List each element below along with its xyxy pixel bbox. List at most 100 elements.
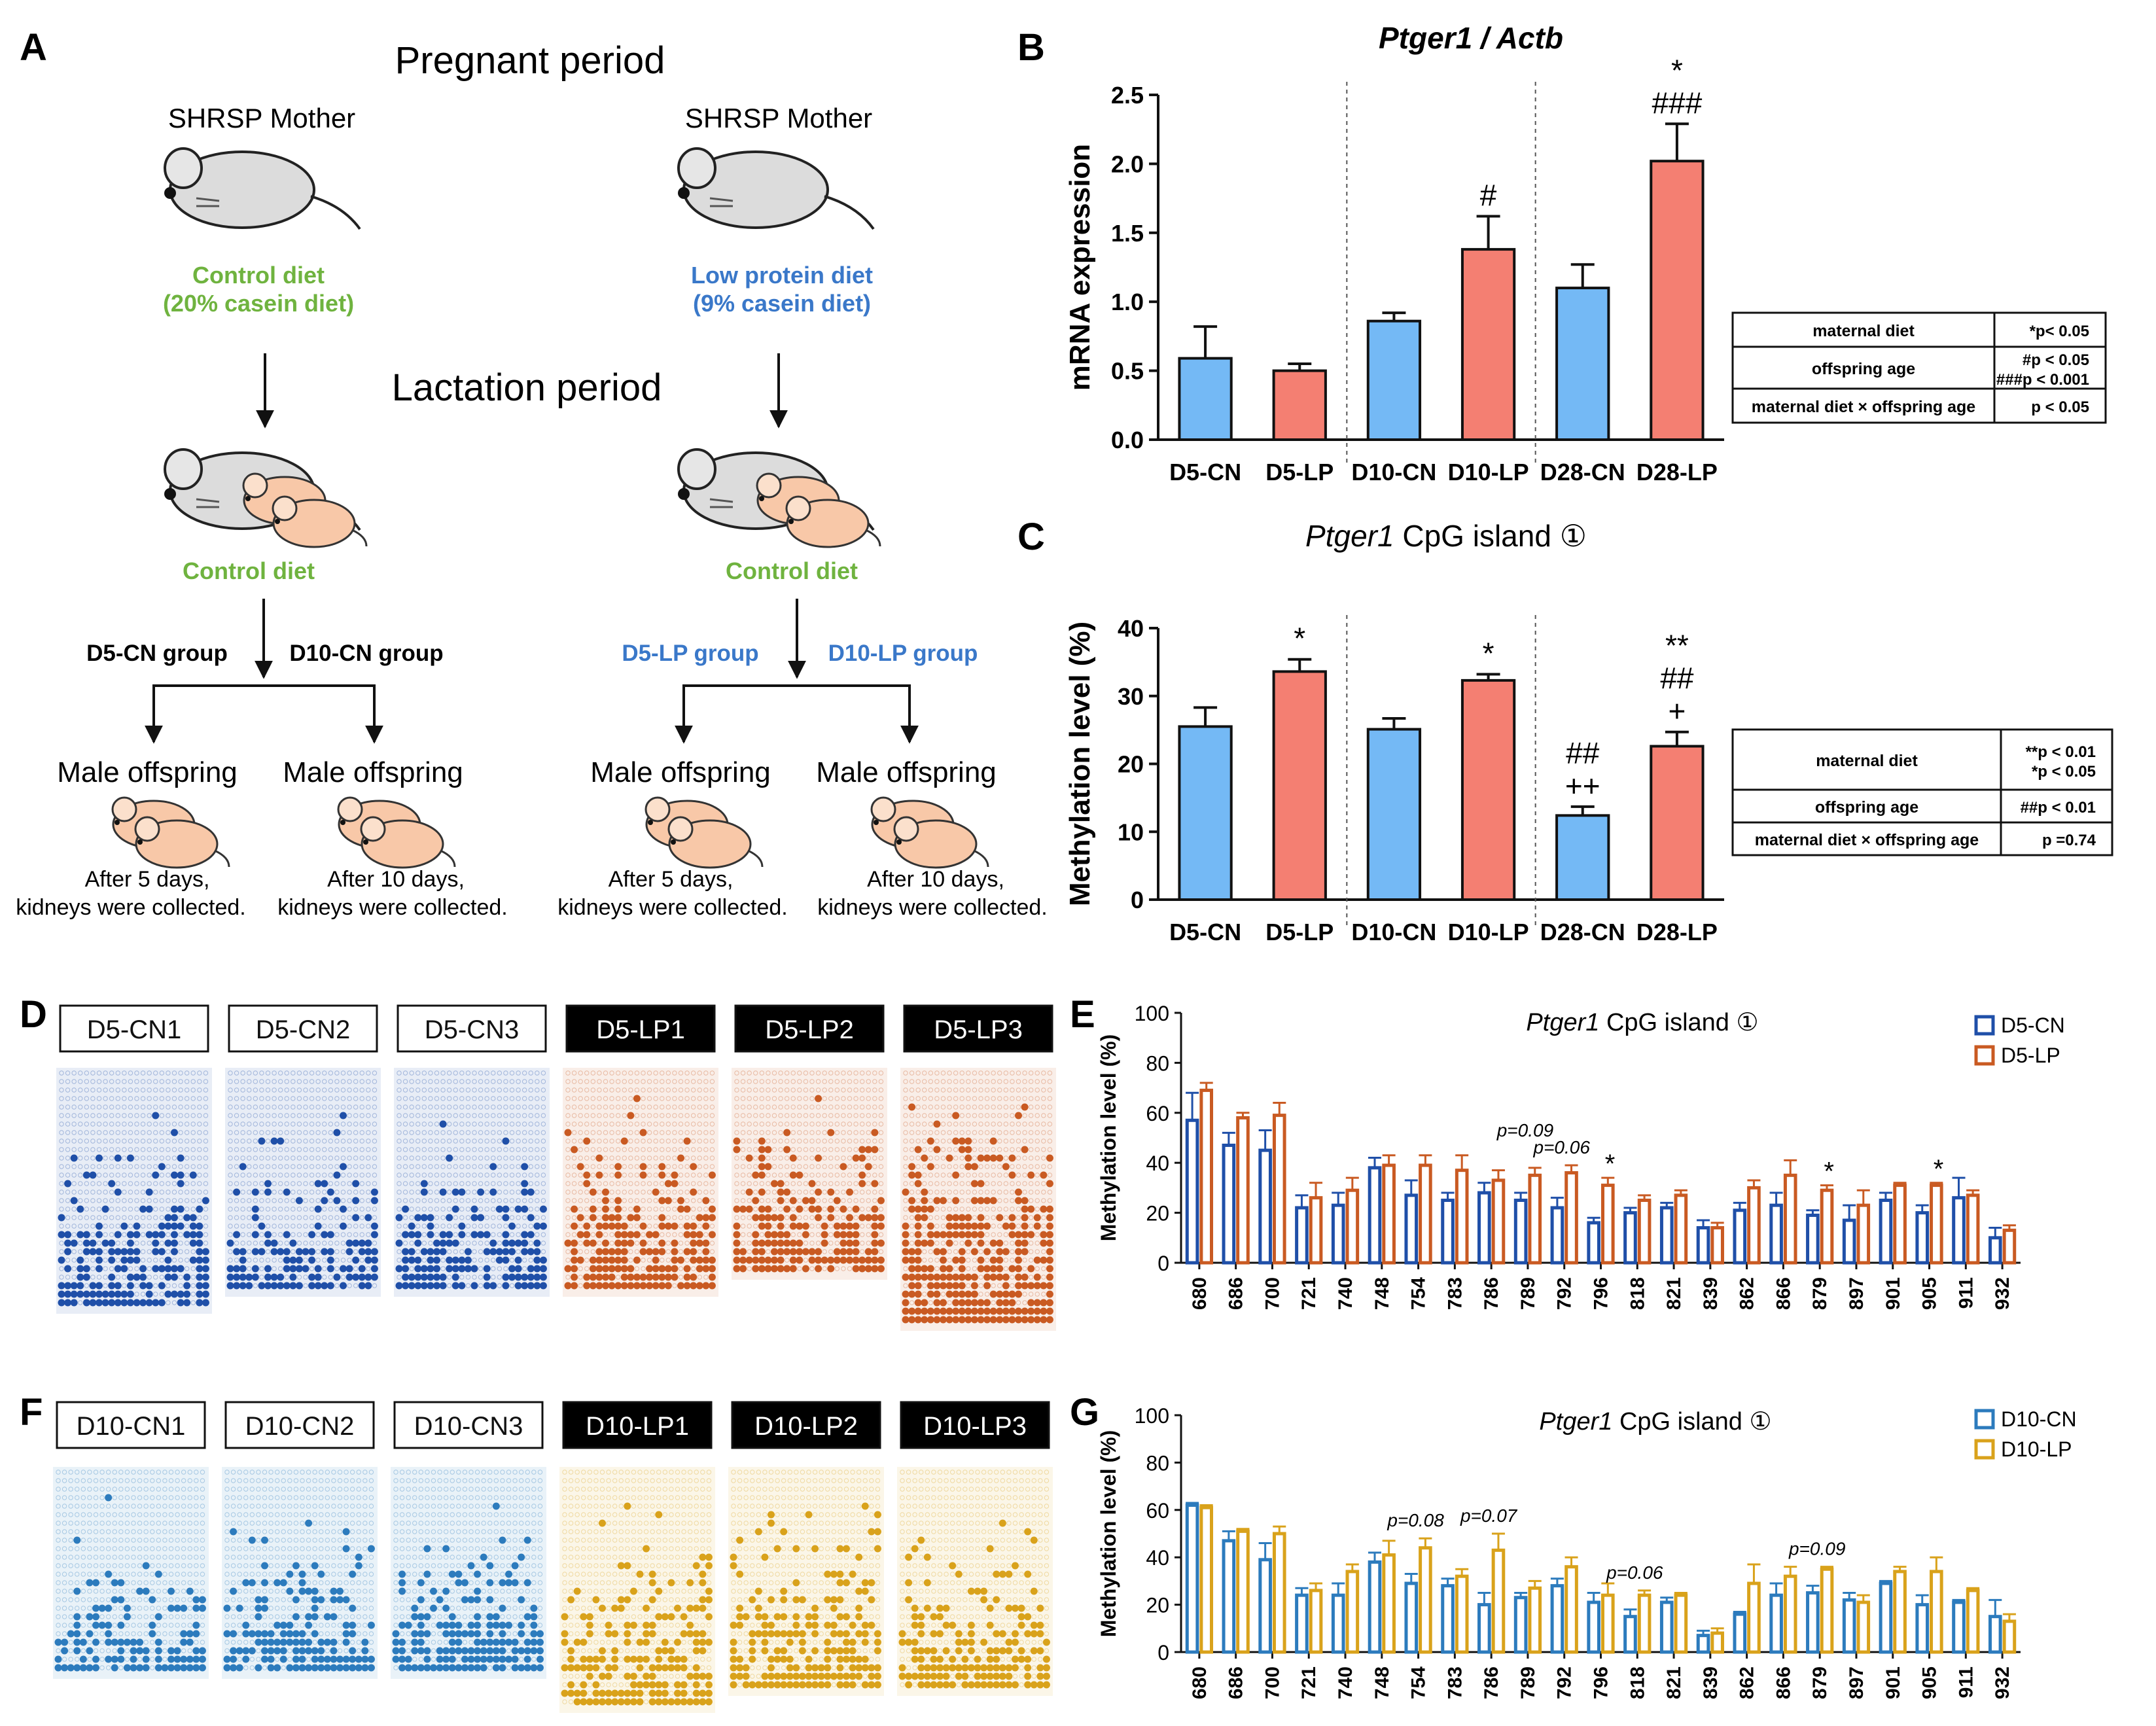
methylated-cpg	[658, 1265, 666, 1273]
unmethylated-cpg	[65, 1138, 71, 1144]
unmethylated-cpg	[203, 1130, 209, 1135]
unmethylated-cpg	[815, 1172, 821, 1178]
methylated-cpg	[171, 1290, 178, 1298]
unmethylated-cpg	[328, 1215, 334, 1220]
methylated-cpg	[595, 1222, 603, 1230]
unmethylated-cpg	[296, 1121, 302, 1127]
unmethylated-cpg	[834, 1164, 840, 1169]
unmethylated-cpg	[584, 1104, 590, 1110]
unmethylated-cpg	[709, 1155, 715, 1161]
methylated-cpg	[202, 1248, 209, 1256]
methylated-cpg	[283, 1282, 291, 1290]
unmethylated-cpg	[665, 1172, 671, 1178]
unmethylated-cpg	[484, 1189, 489, 1195]
unmethylated-cpg	[778, 1206, 783, 1212]
unmethylated-cpg	[277, 1241, 283, 1246]
unmethylated-cpg	[265, 1224, 271, 1229]
unmethylated-cpg	[397, 1181, 402, 1186]
unmethylated-cpg	[472, 1249, 477, 1254]
methylated-cpg	[483, 1248, 491, 1256]
unmethylated-cpg	[790, 1232, 796, 1237]
methylated-cpg	[927, 1273, 934, 1281]
unmethylated-cpg	[660, 1232, 665, 1237]
unmethylated-cpg	[296, 1164, 302, 1169]
methylated-cpg	[126, 1239, 134, 1247]
unmethylated-cpg	[828, 1198, 834, 1203]
unmethylated-cpg	[597, 1070, 602, 1076]
methylated-cpg	[539, 1205, 547, 1213]
unmethylated-cpg	[565, 1155, 571, 1161]
unmethylated-cpg	[184, 1104, 190, 1110]
unmethylated-cpg	[615, 1189, 621, 1195]
unmethylated-cpg	[109, 1198, 115, 1203]
methylated-cpg	[1002, 1299, 1010, 1307]
unmethylated-cpg	[609, 1232, 614, 1237]
unmethylated-cpg	[240, 1147, 245, 1152]
unmethylated-cpg	[771, 1189, 777, 1195]
unmethylated-cpg	[434, 1113, 440, 1118]
unmethylated-cpg	[359, 1164, 364, 1169]
methylated-cpg	[352, 1239, 360, 1247]
methylated-cpg	[970, 1290, 978, 1298]
unmethylated-cpg	[128, 1215, 133, 1220]
unmethylated-cpg	[847, 1172, 853, 1178]
bar	[1236, 1116, 1250, 1265]
unmethylated-cpg	[109, 1070, 115, 1076]
methylated-cpg	[620, 1231, 628, 1239]
methylated-cpg	[1046, 1239, 1053, 1247]
bar	[1258, 1148, 1272, 1265]
unmethylated-cpg	[178, 1121, 183, 1127]
unmethylated-cpg	[753, 1224, 758, 1229]
unmethylated-cpg	[991, 1070, 996, 1076]
unmethylated-cpg	[277, 1224, 283, 1229]
unmethylated-cpg	[766, 1155, 771, 1161]
methylated-cpg	[189, 1231, 197, 1239]
unmethylated-cpg	[459, 1181, 465, 1186]
unmethylated-cpg	[134, 1121, 139, 1127]
unmethylated-cpg	[253, 1241, 258, 1246]
unmethylated-cpg	[1016, 1070, 1021, 1076]
unmethylated-cpg	[609, 1241, 614, 1246]
methylated-cpg	[952, 1290, 960, 1298]
unmethylated-cpg	[709, 1070, 715, 1076]
unmethylated-cpg	[847, 1181, 853, 1186]
unmethylated-cpg	[296, 1130, 302, 1135]
methylated-cpg	[614, 1163, 622, 1171]
unmethylated-cpg	[65, 1224, 71, 1229]
unmethylated-cpg	[828, 1155, 834, 1161]
y-tick-label: 20	[1118, 751, 1144, 778]
unmethylated-cpg	[484, 1224, 489, 1229]
unmethylated-cpg	[847, 1266, 853, 1271]
collection-note: kidneys were collected.	[557, 895, 788, 920]
unmethylated-cpg	[147, 1249, 152, 1254]
unmethylated-cpg	[353, 1130, 359, 1135]
unmethylated-cpg	[678, 1130, 684, 1135]
methylated-cpg	[614, 1282, 622, 1290]
unmethylated-cpg	[478, 1172, 484, 1178]
unmethylated-cpg	[509, 1121, 515, 1127]
unmethylated-cpg	[322, 1087, 327, 1093]
unmethylated-cpg	[397, 1130, 402, 1135]
unmethylated-cpg	[678, 1070, 684, 1076]
unmethylated-cpg	[272, 1130, 277, 1135]
methylated-cpg	[827, 1265, 835, 1273]
methylated-cpg	[658, 1171, 666, 1179]
unmethylated-cpg	[478, 1155, 484, 1161]
unmethylated-cpg	[309, 1181, 315, 1186]
unmethylated-cpg	[453, 1130, 458, 1135]
sample-label-box	[59, 1004, 209, 1053]
methylated-cpg	[989, 1290, 997, 1298]
unmethylated-cpg	[309, 1070, 315, 1076]
methylated-cpg	[114, 1248, 122, 1256]
methylated-cpg	[533, 1273, 541, 1281]
methylated-cpg	[933, 1273, 941, 1281]
methylated-cpg	[508, 1239, 516, 1247]
methylated-cpg	[270, 1248, 278, 1256]
unmethylated-cpg	[491, 1232, 496, 1237]
methylated-cpg	[945, 1231, 953, 1239]
methylated-cpg	[940, 1265, 947, 1273]
methylated-cpg	[1008, 1299, 1016, 1307]
methylated-cpg	[964, 1146, 972, 1154]
methylated-cpg	[289, 1265, 297, 1273]
unmethylated-cpg	[866, 1172, 871, 1178]
